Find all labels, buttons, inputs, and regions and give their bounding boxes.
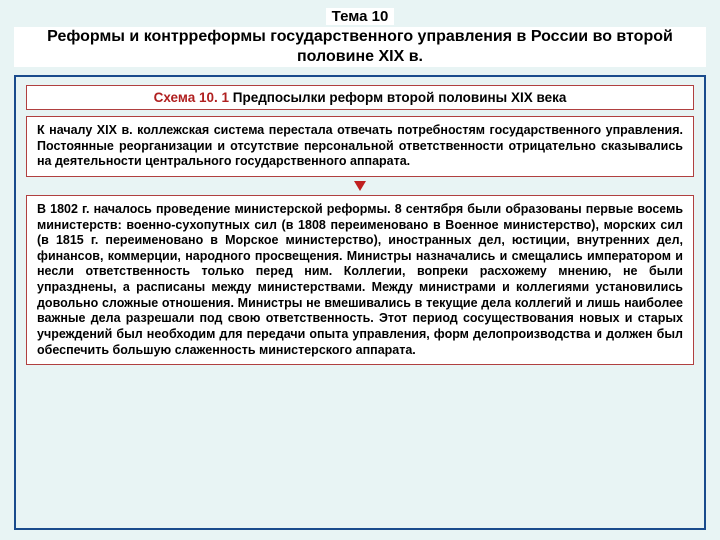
scheme-header: Схема 10. 1 Предпосылки реформ второй по…	[26, 85, 694, 110]
slide: Тема 10 Реформы и контрреформы государст…	[0, 0, 720, 540]
scheme-label-rest: Предпосылки реформ второй половины XIX в…	[229, 90, 566, 105]
down-arrow-icon	[354, 181, 366, 191]
paragraph-box-2: В 1802 г. началось проведение министерск…	[26, 195, 694, 365]
topic-label: Тема 10	[326, 8, 395, 25]
scheme-label-prefix: Схема 10. 1	[154, 90, 229, 105]
paragraph-box-1: К началу XIX в. коллежская система перес…	[26, 116, 694, 177]
outer-box: Схема 10. 1 Предпосылки реформ второй по…	[14, 75, 706, 530]
arrow-wrap	[26, 181, 694, 191]
slide-title: Реформы и контрреформы государственного …	[14, 27, 706, 67]
